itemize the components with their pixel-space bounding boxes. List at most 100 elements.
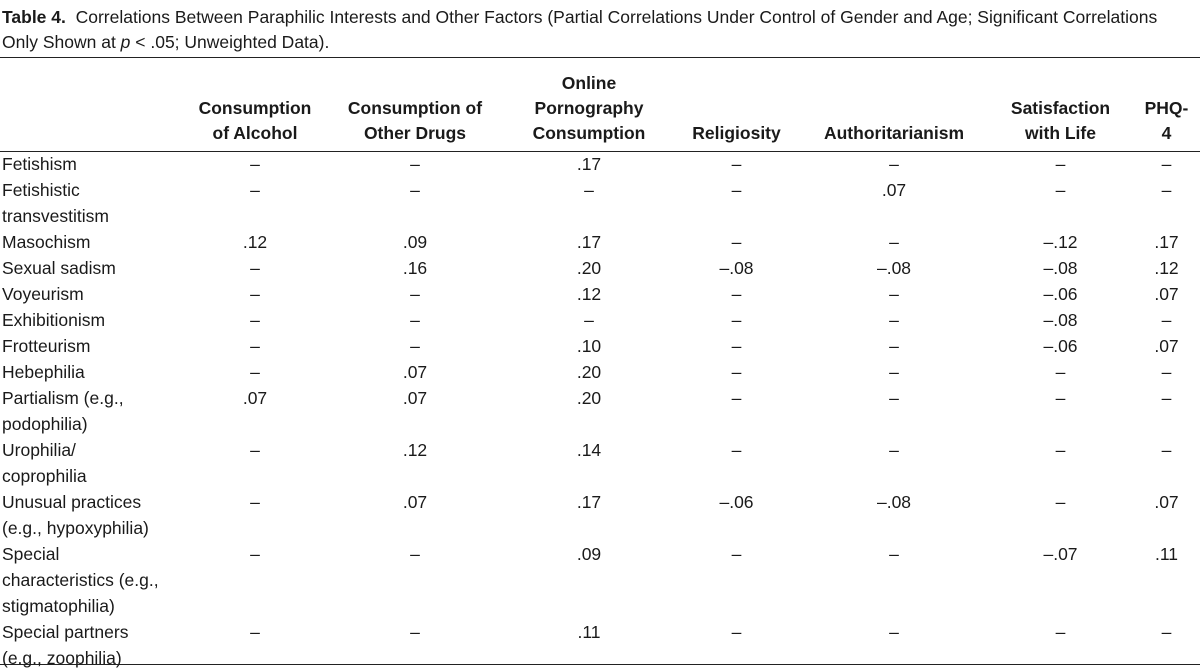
header-pornography: Online Pornography Consumption bbox=[505, 58, 673, 151]
correlation-cell: .14 bbox=[576, 440, 602, 460]
header-text-line: Religiosity bbox=[692, 123, 781, 143]
correlation-cell: .07 bbox=[1154, 336, 1179, 356]
table-row: Special characteristics (e.g., stigmatophi… bbox=[0, 541, 1200, 619]
correlation-cell: – bbox=[250, 544, 260, 564]
caption-text: Correlations Between Paraphilic Interest… bbox=[2, 7, 1158, 52]
table-body: Fetishism – – .17 – – – – Fetishistic transvestit… bbox=[0, 151, 1200, 671]
header-other-drugs: Consumption of Other Drugs bbox=[325, 58, 505, 151]
correlation-cell: – bbox=[250, 440, 260, 460]
row-label-line: coprophilia bbox=[2, 466, 87, 486]
correlation-cell: – bbox=[250, 284, 260, 304]
correlation-cell: .11 bbox=[1154, 544, 1179, 564]
row-label: Partialism (e.g., podophilia) bbox=[0, 385, 185, 437]
correlation-cell: – bbox=[1161, 622, 1172, 642]
correlation-cell: –.08 bbox=[1043, 258, 1078, 278]
row-label-line: stigmatophilia) bbox=[2, 596, 115, 616]
correlation-cell: – bbox=[250, 180, 260, 200]
row-label-line: (e.g., zoophilia) bbox=[2, 648, 122, 668]
correlation-cell: –.06 bbox=[719, 492, 754, 512]
header-text-line: Online bbox=[561, 73, 617, 93]
correlation-cell: – bbox=[1055, 440, 1066, 460]
correlation-cell: – bbox=[410, 544, 420, 564]
header-authoritarianism: Authoritarianism bbox=[800, 58, 988, 151]
table-row: Fetishistic transvestitism – – – – .07 – – bbox=[0, 177, 1200, 229]
correlation-cell: – bbox=[889, 622, 899, 642]
table-row: Sexual sadism – .16 .20 –.08 –.08 –.08 .12 bbox=[0, 255, 1200, 281]
correlation-cell: –.08 bbox=[876, 258, 912, 278]
correlation-cell: – bbox=[731, 622, 742, 642]
caption-label: Table 4. bbox=[2, 7, 66, 27]
row-label-line: Special bbox=[2, 544, 60, 564]
row-label-line: transvestitism bbox=[2, 206, 109, 226]
correlation-cell: – bbox=[1055, 154, 1066, 174]
row-label-line: Urophilia/ bbox=[2, 440, 76, 460]
correlation-cell: – bbox=[731, 336, 742, 356]
correlation-cell: .16 bbox=[402, 258, 428, 278]
row-label: Special partners (e.g., zoophilia) bbox=[0, 619, 185, 671]
header-satisfaction: Satisfaction with Life bbox=[988, 58, 1133, 151]
correlation-cell: – bbox=[410, 154, 420, 174]
header-alcohol: Consumption of Alcohol bbox=[185, 58, 325, 151]
correlation-cell: .20 bbox=[576, 388, 602, 408]
correlation-cell: – bbox=[731, 284, 742, 304]
correlation-cell: – bbox=[1055, 622, 1066, 642]
correlation-cell: –.06 bbox=[1043, 336, 1078, 356]
correlation-cell: – bbox=[731, 388, 742, 408]
row-label-line: Sexual sadism bbox=[2, 258, 116, 278]
correlation-cell: – bbox=[1161, 362, 1172, 382]
correlation-cell: – bbox=[1161, 180, 1172, 200]
correlation-cell: .09 bbox=[576, 544, 602, 564]
correlation-cell: – bbox=[731, 362, 742, 382]
correlation-cell: –.08 bbox=[1043, 310, 1078, 330]
row-label-line: characteristics (e.g., bbox=[2, 570, 159, 590]
row-label-line: Hebephilia bbox=[2, 362, 85, 382]
header-text-line: Consumption of bbox=[347, 98, 483, 118]
p-symbol: p bbox=[120, 32, 131, 52]
header-rowlabel bbox=[0, 58, 185, 151]
correlation-cell: .17 bbox=[576, 154, 602, 174]
row-label-line: Voyeurism bbox=[2, 284, 84, 304]
row-label-line: Masochism bbox=[2, 232, 91, 252]
header-text-line: Pornography bbox=[534, 98, 644, 118]
correlation-cell: – bbox=[889, 388, 899, 408]
correlation-cell: – bbox=[889, 154, 899, 174]
correlation-cell: .11 bbox=[577, 622, 601, 642]
correlation-cell: – bbox=[410, 180, 420, 200]
row-label-line: Special partners bbox=[2, 622, 129, 642]
correlation-cell: – bbox=[1161, 154, 1172, 174]
header-text-line: with Life bbox=[1025, 123, 1096, 143]
table-row: Unusual practices (e.g., hypoxyphilia) – .0… bbox=[0, 489, 1200, 541]
correlation-cell: .07 bbox=[402, 362, 428, 382]
correlation-cell: – bbox=[889, 336, 899, 356]
correlation-cell: – bbox=[731, 440, 742, 460]
table-row: Special partners (e.g., zoophilia) – – .11 – –… bbox=[0, 619, 1200, 671]
correlation-cell: .07 bbox=[402, 388, 428, 408]
header-rule bbox=[0, 151, 1200, 152]
table-row: Voyeurism – – .12 – – –.06 .07 bbox=[0, 281, 1200, 307]
table-caption: Table 4. Correlations Between Paraphilic… bbox=[2, 5, 1192, 55]
correlation-cell: .07 bbox=[242, 388, 268, 408]
correlation-cell: – bbox=[1055, 362, 1066, 382]
header-text-line: Other Drugs bbox=[363, 123, 467, 143]
correlation-cell: – bbox=[250, 492, 260, 512]
correlation-cell: – bbox=[731, 544, 742, 564]
correlation-cell: –.07 bbox=[1043, 544, 1078, 564]
correlation-cell: .20 bbox=[576, 258, 602, 278]
header-text-line: PHQ- bbox=[1144, 98, 1189, 118]
correlation-cell: .09 bbox=[402, 232, 428, 252]
correlation-cell: – bbox=[731, 310, 742, 330]
correlation-cell: – bbox=[250, 622, 260, 642]
correlation-table: Consumption of Alcohol Consumption of Othe… bbox=[0, 58, 1200, 671]
correlation-cell: .12 bbox=[1154, 258, 1179, 278]
row-label: Sexual sadism bbox=[0, 255, 185, 281]
correlation-cell: .17 bbox=[1154, 232, 1179, 252]
correlation-cell: – bbox=[250, 154, 260, 174]
correlation-cell: – bbox=[1161, 440, 1172, 460]
header-religiosity: Religiosity bbox=[673, 58, 800, 151]
correlation-cell: –.12 bbox=[1043, 232, 1078, 252]
caption-text-end: < .05; Unweighted Data). bbox=[130, 32, 330, 52]
correlation-cell: – bbox=[889, 544, 899, 564]
row-label-line: Partialism (e.g., bbox=[2, 388, 124, 408]
row-label: Frotteurism bbox=[0, 333, 185, 359]
row-label: Voyeurism bbox=[0, 281, 185, 307]
